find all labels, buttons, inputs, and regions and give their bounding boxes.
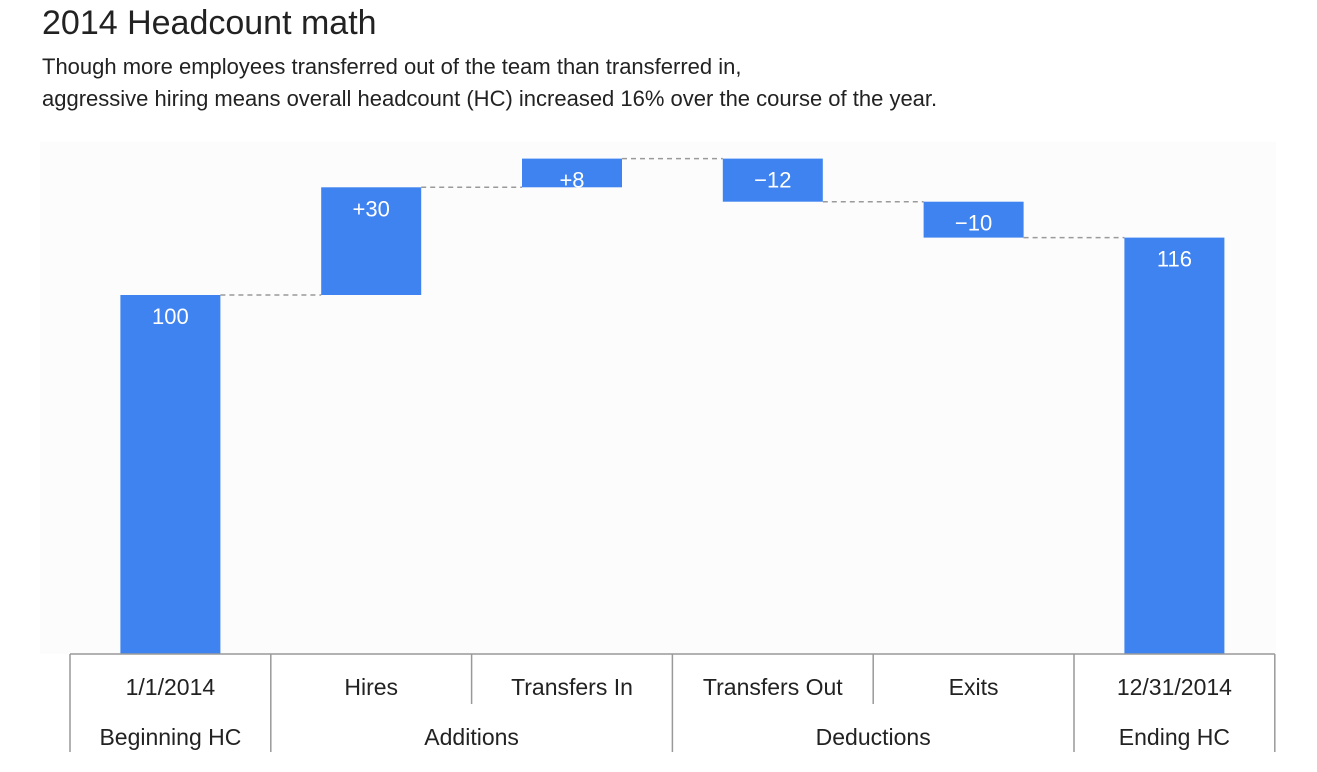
- group-label-additions: Additions: [424, 724, 519, 750]
- bar-1-1-2014: [120, 295, 221, 654]
- plot-background: [40, 142, 1276, 654]
- bar-label-transfers-out: −12: [754, 168, 791, 193]
- bar-value-labels: 100 +30 +8 −12 −10 116: [152, 168, 1192, 329]
- group-label-beginning-hc: Beginning HC: [99, 724, 241, 750]
- chart-title: 2014 Headcount math: [42, 4, 377, 42]
- connector-lines: [220, 157, 1125, 296]
- group-label-deductions: Deductions: [816, 724, 931, 750]
- group-label-ending-hc: Ending HC: [1119, 724, 1230, 750]
- chart-subtitle-line-1: Though more employees transferred out of…: [42, 54, 742, 79]
- bar-label-exits: −10: [955, 211, 992, 236]
- chart-subtitle-line-2: aggressive hiring means overall headcoun…: [42, 86, 938, 111]
- bar-exits: [923, 201, 1024, 238]
- bars: [120, 158, 1225, 654]
- category-label-transfers-in: Transfers In: [511, 674, 633, 700]
- category-label-exits: Exits: [949, 674, 999, 700]
- category-table: 1/1/2014 Hires Transfers In Transfers Out Ex…: [69, 653, 1276, 752]
- bar-label-hires: +30: [353, 196, 390, 221]
- category-label-transfers-out: Transfers Out: [703, 674, 843, 700]
- bar-12-31-2014: [1124, 237, 1225, 654]
- bar-transfers-out: [722, 158, 823, 202]
- bar-transfers-in: [522, 158, 622, 188]
- bar-label-1-1-2014: 100: [152, 304, 189, 329]
- category-label-12-31-2014: 12/31/2014: [1117, 674, 1232, 700]
- category-label-1-1-2014: 1/1/2014: [126, 674, 216, 700]
- bar-label-transfers-in: +8: [559, 168, 584, 193]
- bar-hires: [321, 187, 422, 295]
- category-label-hires: Hires: [344, 674, 398, 700]
- bar-label-12-31-2014: 116: [1157, 247, 1192, 272]
